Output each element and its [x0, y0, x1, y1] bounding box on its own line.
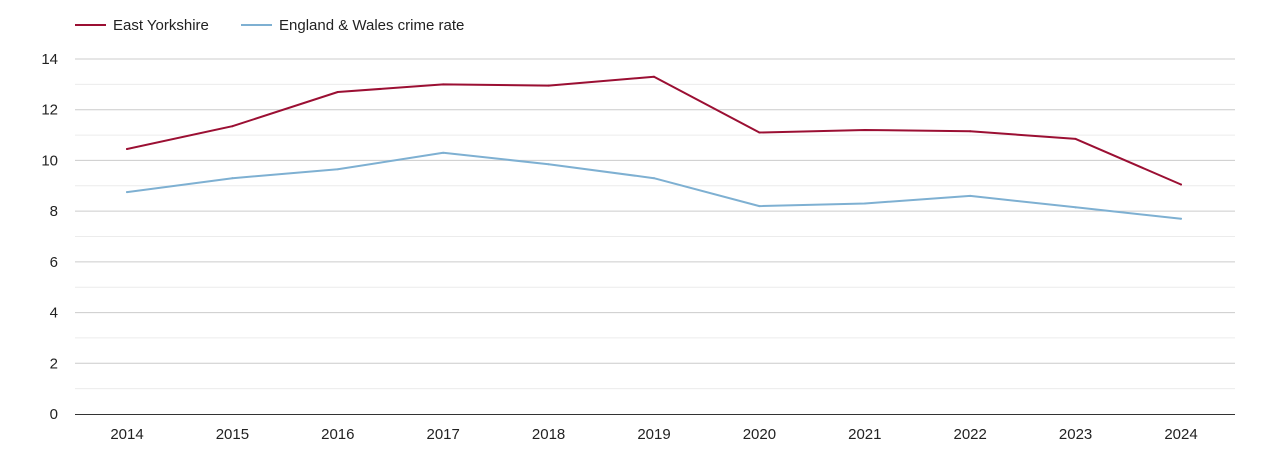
- y-tick-label: 8: [50, 203, 58, 220]
- data-point-0: [758, 131, 761, 134]
- data-point-0: [863, 129, 866, 131]
- y-tick-label: 0: [50, 406, 58, 423]
- x-tick-label: 2021: [848, 426, 881, 443]
- x-tick-label: 2022: [954, 426, 987, 443]
- y-tick-label: 10: [41, 152, 58, 169]
- x-tick-label: 2019: [637, 426, 670, 443]
- x-tick-label: 2015: [216, 426, 249, 443]
- data-point-1: [231, 177, 234, 180]
- y-tick-label: 12: [41, 102, 58, 119]
- data-point-0: [231, 125, 234, 128]
- data-point-1: [1074, 206, 1077, 209]
- data-point-0: [126, 148, 128, 151]
- x-tick-label: 2023: [1059, 426, 1092, 443]
- data-point-1: [547, 163, 550, 166]
- y-tick-label: 6: [50, 254, 58, 271]
- data-point-1: [442, 151, 445, 154]
- data-point-1: [758, 205, 761, 208]
- data-point-1: [863, 202, 866, 205]
- data-point-1: [126, 191, 128, 194]
- data-point-0: [1074, 137, 1077, 140]
- x-tick-label: 2016: [321, 426, 354, 443]
- data-point-0: [1180, 183, 1182, 186]
- x-tick-label: 2017: [427, 426, 460, 443]
- x-tick-label: 2018: [532, 426, 565, 443]
- y-tick-label: 4: [50, 305, 58, 322]
- data-point-0: [547, 84, 550, 87]
- data-point-1: [1180, 217, 1182, 220]
- x-tick-label: 2024: [1164, 426, 1197, 443]
- x-tick-label: 2020: [743, 426, 776, 443]
- y-tick-label: 14: [41, 51, 58, 68]
- data-point-0: [442, 83, 445, 86]
- data-point-1: [653, 177, 655, 180]
- y-tick-label: 2: [50, 355, 58, 372]
- series-line-0: [126, 75, 1182, 186]
- data-point-0: [336, 90, 339, 93]
- legend-label-0: East Yorkshire: [113, 17, 209, 34]
- data-point-0: [653, 75, 655, 78]
- x-tick-label: 2014: [110, 426, 143, 443]
- data-point-1: [336, 168, 339, 171]
- data-point-0: [969, 130, 972, 133]
- data-point-1: [969, 194, 972, 197]
- legend-label-1: England & Wales crime rate: [279, 17, 464, 34]
